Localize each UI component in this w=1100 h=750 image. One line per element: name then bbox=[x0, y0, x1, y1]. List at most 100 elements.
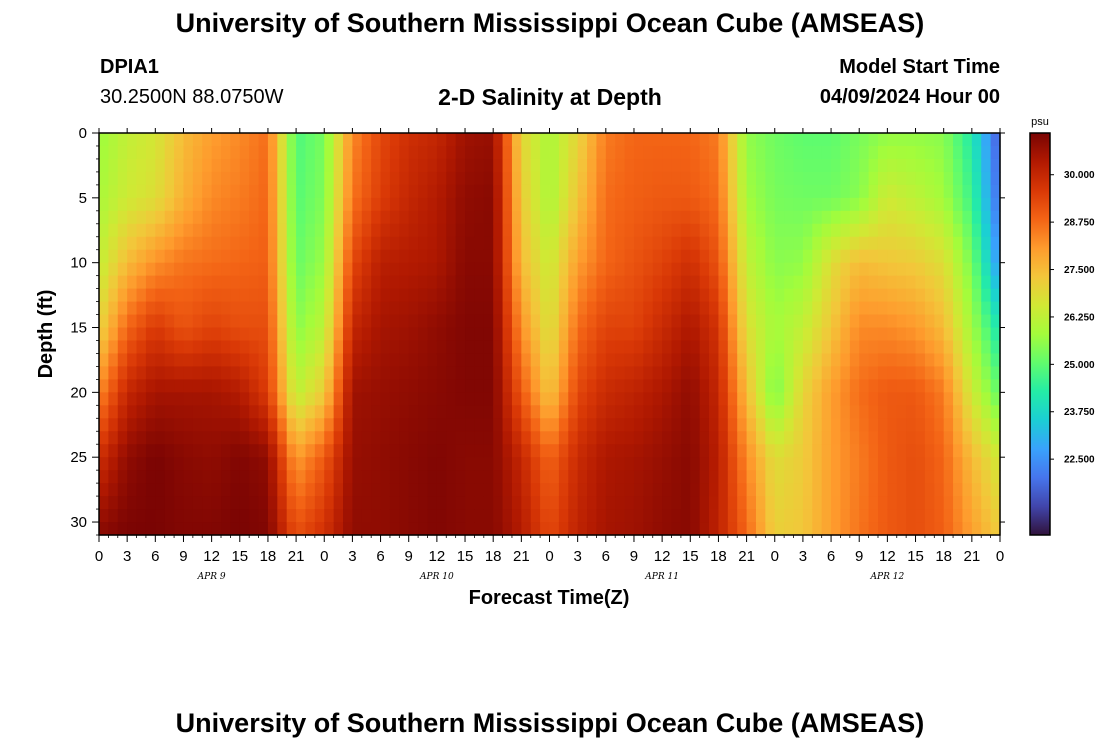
heatmap-cell bbox=[784, 353, 795, 368]
heatmap-cell bbox=[755, 522, 766, 536]
heatmap-cell bbox=[540, 145, 551, 160]
heatmap-cell bbox=[277, 379, 288, 393]
heatmap-cell bbox=[530, 470, 541, 484]
heatmap-cell bbox=[455, 405, 466, 419]
heatmap-cell bbox=[765, 314, 776, 329]
heatmap-cell bbox=[587, 392, 598, 406]
heatmap-cell bbox=[286, 210, 297, 225]
heatmap-cell bbox=[352, 379, 363, 393]
heatmap-cell bbox=[605, 431, 616, 445]
heatmap-cell bbox=[333, 340, 344, 355]
heatmap-cell bbox=[286, 197, 297, 212]
heatmap-cell bbox=[849, 158, 860, 173]
heatmap-cell bbox=[343, 405, 354, 419]
heatmap-cell bbox=[192, 171, 203, 186]
heatmap-cell bbox=[389, 379, 400, 393]
heatmap-cell bbox=[971, 431, 982, 445]
heatmap-cell bbox=[258, 444, 269, 458]
heatmap-cell bbox=[831, 197, 842, 212]
heatmap-cell bbox=[690, 483, 701, 497]
heatmap-cell bbox=[221, 223, 231, 238]
heatmap-cell bbox=[277, 210, 288, 225]
heatmap-cell bbox=[314, 418, 325, 432]
heatmap-cell bbox=[699, 496, 710, 510]
heatmap-cell bbox=[934, 301, 945, 316]
heatmap-cell bbox=[239, 275, 250, 290]
heatmap-cell bbox=[699, 223, 710, 238]
heatmap-cell bbox=[943, 483, 954, 497]
heatmap-cell bbox=[333, 288, 344, 303]
heatmap-cell bbox=[859, 145, 870, 160]
heatmap-cell bbox=[746, 431, 757, 445]
heatmap-cell bbox=[239, 366, 250, 380]
heatmap-cell bbox=[239, 133, 250, 147]
heatmap-cell bbox=[812, 379, 823, 393]
heatmap-cell bbox=[784, 470, 795, 484]
heatmap-cell bbox=[990, 262, 1001, 277]
heatmap-cell bbox=[145, 483, 156, 497]
heatmap-cell bbox=[962, 392, 973, 406]
heatmap-cell bbox=[558, 197, 569, 212]
heatmap-cell bbox=[568, 327, 579, 342]
heatmap-cell bbox=[174, 145, 185, 160]
heatmap-cell bbox=[690, 431, 701, 445]
heatmap-cell bbox=[399, 184, 410, 199]
heatmap-cell bbox=[267, 262, 278, 277]
heatmap-cell bbox=[136, 470, 147, 484]
heatmap-cell bbox=[558, 496, 569, 510]
heatmap-cell bbox=[343, 470, 354, 484]
heatmap-cell bbox=[896, 249, 907, 264]
heatmap-cell bbox=[915, 197, 926, 212]
heatmap-cell bbox=[624, 145, 635, 160]
heatmap-cell bbox=[831, 470, 842, 484]
heatmap-cell bbox=[521, 184, 532, 199]
heatmap-cell bbox=[436, 444, 447, 458]
heatmap-cell bbox=[521, 340, 532, 355]
x-day-label: APR 12 bbox=[870, 572, 905, 582]
heatmap-cell bbox=[155, 158, 166, 173]
heatmap-cell bbox=[990, 483, 1001, 497]
heatmap-cell bbox=[371, 366, 382, 380]
heatmap-cell bbox=[155, 457, 166, 471]
heatmap-cell bbox=[821, 496, 832, 510]
heatmap-cell bbox=[568, 210, 579, 225]
heatmap-cell bbox=[493, 522, 504, 536]
heatmap-cell bbox=[239, 431, 250, 445]
heatmap-cell bbox=[446, 457, 457, 471]
heatmap-cell bbox=[737, 158, 748, 173]
heatmap-cell bbox=[633, 262, 644, 277]
heatmap-cell bbox=[249, 327, 260, 342]
heatmap-cell bbox=[812, 522, 823, 536]
heatmap-cell bbox=[971, 470, 982, 484]
heatmap-cell bbox=[436, 340, 447, 355]
heatmap-cell bbox=[558, 483, 569, 497]
heatmap-cell bbox=[662, 262, 673, 277]
heatmap-cell bbox=[558, 184, 569, 199]
heatmap-cell bbox=[784, 171, 795, 186]
heatmap-cell bbox=[877, 249, 888, 264]
heatmap-cell bbox=[286, 133, 297, 147]
heatmap-cell bbox=[530, 522, 541, 536]
heatmap-cell bbox=[821, 210, 832, 225]
heatmap-cell bbox=[765, 301, 776, 316]
heatmap-cell bbox=[399, 405, 410, 419]
heatmap-cell bbox=[981, 184, 992, 199]
heatmap-cell bbox=[896, 353, 907, 368]
heatmap-cell bbox=[868, 379, 879, 393]
heatmap-cell bbox=[934, 133, 945, 147]
heatmap-cell bbox=[727, 314, 738, 329]
heatmap-cell bbox=[389, 444, 400, 458]
heatmap-cell bbox=[962, 405, 973, 419]
heatmap-cell bbox=[558, 288, 569, 303]
heatmap-cell bbox=[596, 275, 607, 290]
heatmap-cell bbox=[680, 340, 691, 355]
heatmap-cell bbox=[483, 392, 494, 406]
heatmap-cell bbox=[324, 418, 335, 432]
heatmap-cell bbox=[530, 301, 541, 316]
heatmap-cell bbox=[915, 379, 926, 393]
heatmap-cell bbox=[230, 470, 241, 484]
heatmap-cell bbox=[540, 249, 551, 264]
heatmap-cell bbox=[418, 262, 429, 277]
heatmap-cell bbox=[352, 171, 363, 186]
heatmap-cell bbox=[221, 340, 231, 355]
